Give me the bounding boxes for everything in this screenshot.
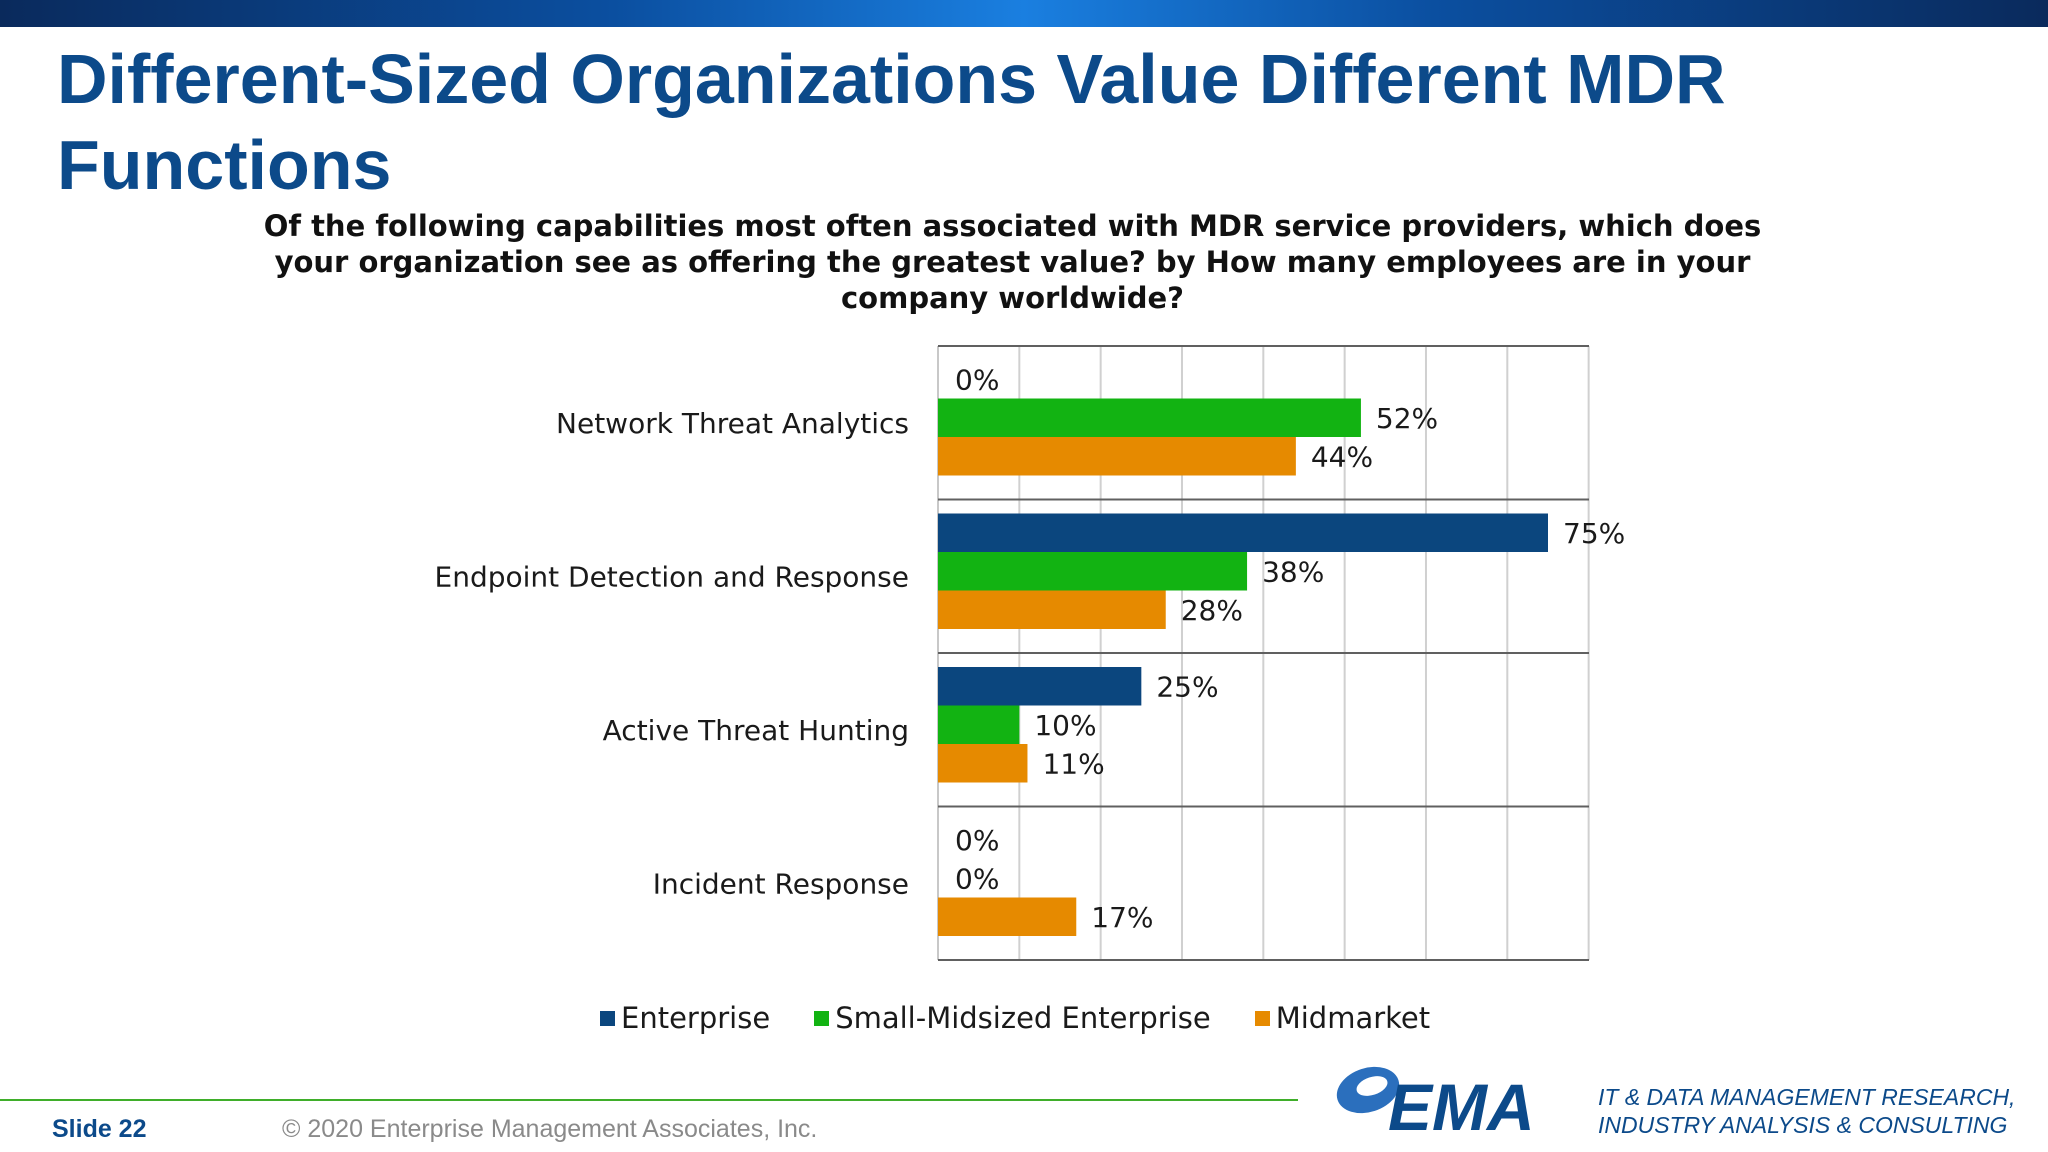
bar: [938, 744, 1028, 783]
category-label: Incident Response: [653, 867, 909, 900]
bar: [938, 513, 1548, 552]
legend-swatch-icon: [600, 1010, 615, 1026]
data-label: 38%: [1262, 555, 1324, 588]
data-label: 17%: [1091, 901, 1153, 934]
top-banner: [0, 0, 2048, 27]
legend-label: Small-Midsized Enterprise: [835, 1001, 1211, 1035]
data-label: 0%: [955, 363, 999, 396]
category-label: Active Threat Hunting: [603, 714, 909, 747]
chart-title: Of the following capabilities most often…: [263, 209, 1762, 315]
data-label: 75%: [1563, 517, 1625, 550]
data-label: 44%: [1311, 440, 1373, 473]
data-label: 0%: [955, 824, 999, 857]
legend-item: Midmarket: [1254, 1001, 1431, 1035]
logo-swoosh-inner-icon: [1356, 1076, 1388, 1096]
data-label: 52%: [1376, 402, 1438, 435]
legend-item: Enterprise: [600, 1001, 770, 1035]
company-tagline: IT & DATA MANAGEMENT RESEARCH, INDUSTRY …: [1598, 1083, 2038, 1139]
data-label: 28%: [1181, 594, 1243, 627]
bar: [938, 590, 1166, 629]
copyright-notice: © 2020 Enterprise Management Associates,…: [282, 1115, 818, 1143]
data-label: 0%: [955, 862, 999, 895]
legend-label: Midmarket: [1275, 1001, 1431, 1035]
tagline-line-2: INDUSTRY ANALYSIS & CONSULTING: [1598, 1112, 2008, 1138]
data-label: 25%: [1156, 670, 1218, 703]
footer-divider: [0, 1099, 1298, 1101]
category-label: Endpoint Detection and Response: [435, 560, 910, 593]
legend-label: Enterprise: [621, 1001, 771, 1035]
data-label: 11%: [1042, 747, 1104, 780]
bar: [938, 398, 1361, 437]
category-label: Network Threat Analytics: [556, 407, 909, 440]
bar: [938, 897, 1077, 936]
legend-swatch-icon: [814, 1010, 830, 1026]
bar: [938, 667, 1142, 706]
bar: [938, 552, 1248, 591]
data-label: 10%: [1034, 709, 1096, 742]
chart-legend: Enterprise Small-Midsized Enterprise Midma…: [600, 998, 1500, 1038]
logo-text: EMA: [1388, 1070, 1535, 1140]
slide-title: Different-Sized Organizations Value Diff…: [57, 40, 1726, 204]
tagline-line-1: IT & DATA MANAGEMENT RESEARCH,: [1598, 1084, 2016, 1110]
legend-item: Small-Midsized Enterprise: [814, 1001, 1211, 1035]
bar: [938, 437, 1296, 476]
ema-logo: EMA: [1336, 1066, 1535, 1140]
slide-number: Slide 22: [52, 1115, 147, 1143]
bar: [938, 705, 1020, 744]
legend-swatch-icon: [1254, 1010, 1270, 1026]
